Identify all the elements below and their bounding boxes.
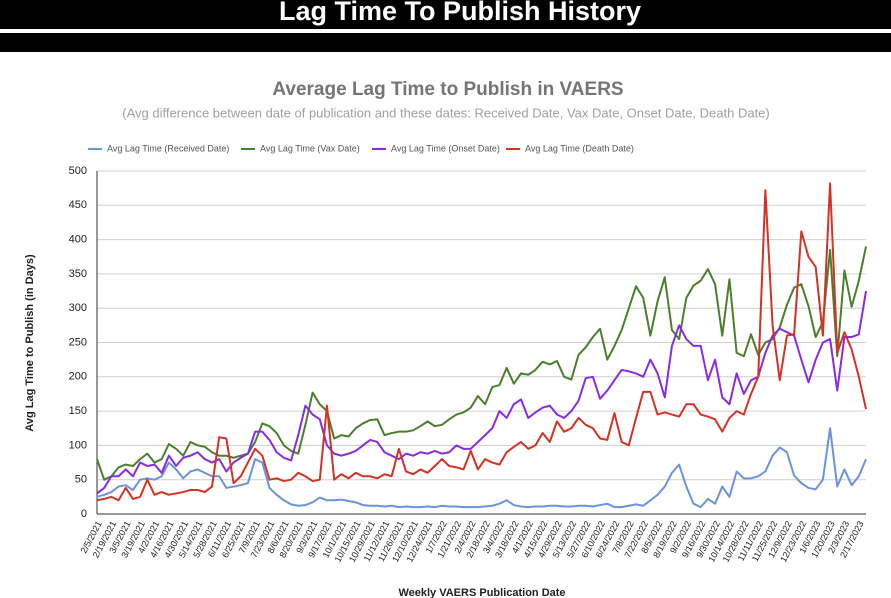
y-tick-label: 500 — [69, 165, 87, 177]
header-bar — [0, 0, 891, 29]
legend-label: Avg Lag Time (Onset Date) — [391, 143, 500, 153]
y-tick-label: 200 — [69, 371, 87, 383]
y-tick-label: 150 — [69, 405, 87, 417]
header-bar — [0, 33, 891, 52]
y-tick-label: 250 — [69, 336, 87, 348]
y-tick-label: 450 — [69, 199, 87, 211]
y-tick-label: 300 — [69, 302, 87, 314]
x-axis-label: Weekly VAERS Publication Date — [398, 587, 565, 598]
y-tick-label: 0 — [81, 508, 87, 520]
y-tick-label: 400 — [69, 234, 87, 246]
legend-label: Avg Lag Time (Received Date) — [107, 143, 229, 153]
y-tick-label: 100 — [69, 439, 87, 451]
chart-title: Average Lag Time to Publish in VAERS — [272, 79, 623, 100]
series-line — [96, 246, 867, 481]
y-tick-label: 50 — [75, 474, 87, 486]
header-title: Lag Time To Publish History — [279, 0, 641, 26]
series-line — [96, 290, 867, 495]
legend-label: Avg Lag Time (Death Date) — [525, 143, 634, 153]
series-line — [96, 427, 867, 509]
y-tick-label: 350 — [69, 268, 87, 280]
y-axis-label: Avg Lag Time to Publish (in Days) — [24, 254, 36, 432]
legend-label: Avg Lag Time (Vax Date) — [260, 143, 360, 153]
chart-subtitle: (Avg difference between date of publicat… — [122, 105, 770, 120]
series-line — [96, 182, 867, 502]
